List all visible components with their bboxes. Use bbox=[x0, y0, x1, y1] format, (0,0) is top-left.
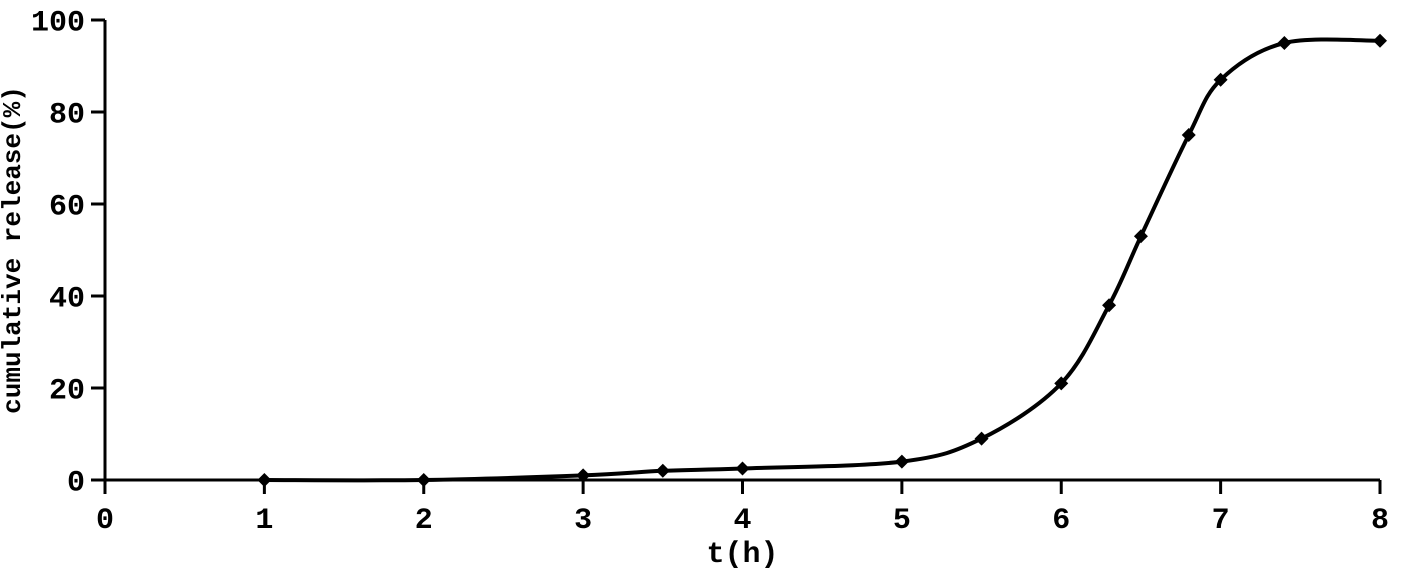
y-tick-label: 40 bbox=[49, 283, 85, 317]
series-marker bbox=[1102, 298, 1116, 312]
y-tick-label: 60 bbox=[49, 191, 85, 225]
y-axis-label: cumulative release(%) bbox=[0, 86, 28, 414]
y-tick-label: 20 bbox=[49, 375, 85, 409]
x-tick-label: 3 bbox=[574, 504, 592, 538]
series-marker bbox=[975, 432, 989, 446]
series-marker bbox=[257, 473, 271, 487]
chart-svg: 012345678020406080100t(h)cumulative rele… bbox=[0, 0, 1406, 571]
x-tick-label: 6 bbox=[1052, 504, 1070, 538]
x-axis-label: t(h) bbox=[706, 538, 778, 571]
x-tick-label: 2 bbox=[415, 504, 433, 538]
series-marker bbox=[1373, 34, 1387, 48]
y-tick-label: 0 bbox=[67, 467, 85, 501]
series-marker bbox=[895, 455, 909, 469]
series-marker bbox=[656, 464, 670, 478]
x-tick-label: 0 bbox=[96, 504, 114, 538]
x-tick-label: 4 bbox=[733, 504, 751, 538]
x-tick-label: 5 bbox=[893, 504, 911, 538]
series-marker bbox=[1134, 229, 1148, 243]
series-marker bbox=[1182, 128, 1196, 142]
y-tick-label: 80 bbox=[49, 99, 85, 133]
x-tick-label: 1 bbox=[255, 504, 273, 538]
series-marker bbox=[1277, 36, 1291, 50]
series-line bbox=[264, 39, 1380, 480]
series-marker bbox=[736, 462, 750, 476]
x-tick-label: 7 bbox=[1212, 504, 1230, 538]
series-marker bbox=[417, 473, 431, 487]
x-tick-label: 8 bbox=[1371, 504, 1389, 538]
release-chart: 012345678020406080100t(h)cumulative rele… bbox=[0, 0, 1406, 571]
y-tick-label: 100 bbox=[31, 7, 85, 41]
